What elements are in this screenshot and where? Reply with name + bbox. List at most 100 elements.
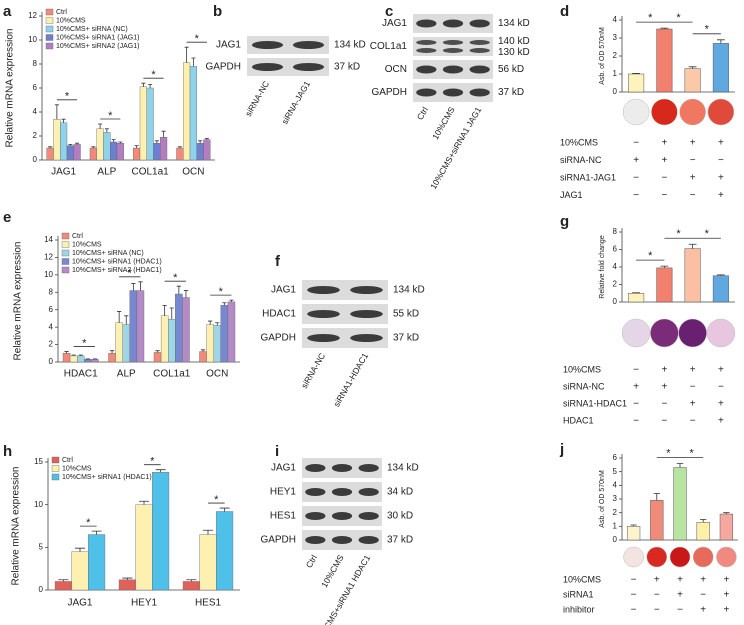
lane-label: Ctrl [415,105,430,122]
bar [69,355,78,363]
y-tick-label: 5 [39,542,44,551]
error-bar [203,529,213,535]
significance-label: * [219,286,224,298]
error-bar [688,243,697,249]
condition-sign: + [700,575,706,586]
condition-sign: + [700,605,706,616]
blot-band [442,48,464,53]
size-label: 55 kD [393,309,419,320]
y-tick-label: 4 [613,480,618,489]
condition-sign: + [661,365,667,376]
y-axis-label: Asb. of OD 570nM [599,27,606,85]
lane-label: Ctrl [304,553,319,570]
bar [182,581,200,591]
condition-sign: − [690,382,696,393]
bar [684,68,701,93]
bar [108,353,116,363]
y-tick-label: 1 [613,69,618,78]
bar [133,147,141,161]
blot-band [469,48,490,53]
blot-band [331,464,353,472]
error-bar [109,350,115,354]
y-axis-label: Relative mRNA expression [11,467,22,586]
significance-label: * [128,268,133,280]
lane-label: siRNA1-HDAC1 [331,351,370,409]
y-tick-label: 6 [49,305,54,314]
condition-sign: − [654,605,660,616]
bar [73,144,81,161]
error-bar [91,530,102,535]
y-tick-label: 1 [613,521,618,530]
error-bar [141,82,146,87]
significance-label: * [705,228,710,240]
size-label: 56 kD [498,64,524,75]
condition-sign: + [723,590,729,601]
x-tick-label: JAG1 [67,598,92,609]
condition-sign: − [661,399,667,410]
error-bar [632,73,641,74]
blot-strip [247,58,329,76]
error-bar [198,140,203,144]
stain-well [646,546,668,568]
legend-swatch [51,456,60,464]
bar [115,322,123,363]
condition-sign: − [633,138,639,149]
error-bar [208,320,213,325]
panel-letter: c [385,3,393,20]
condition-sign: − [718,155,724,166]
significance-label: * [65,91,70,103]
blot-band [469,40,490,45]
x-tick-label: OCN [206,369,228,380]
y-tick-label: 0 [613,535,618,544]
protein-label: GAPDH [205,62,241,73]
bar [118,579,136,591]
blot-band [469,65,490,74]
bar [46,147,54,161]
bar [199,534,217,591]
y-tick-label: 6 [613,453,618,462]
blot-band [307,286,340,294]
significance-label: * [676,12,681,24]
blot-band [350,310,383,318]
significance-label: * [648,12,653,24]
blot-band [331,536,353,544]
lane-label: 10%CMS+siRNA1 JAG1 [428,105,483,191]
condition-sign: + [723,575,729,586]
blot-band [358,488,379,496]
legend-swatch [51,473,60,481]
error-bar [200,349,206,352]
stain-well [678,318,707,348]
y-axis-label: Asb. of OD 570nM [599,470,606,528]
condition-sign: − [631,575,637,586]
legend-swatch [45,34,54,41]
protein-label: GAPDH [371,87,407,98]
bar [628,73,645,93]
error-bar [75,547,85,552]
blot-strip [247,36,329,54]
blot-strip [413,37,493,56]
size-label: 37 kD [498,87,524,98]
lane-label: siRNA-NC [299,351,327,390]
legend-swatch [61,232,70,240]
blot-band [442,19,464,28]
error-bar [660,265,669,268]
blot-band [292,41,325,49]
error-bar [104,128,109,133]
error-bar [139,500,149,505]
bar [129,290,138,363]
error-bar [61,118,66,123]
condition-sign: − [700,590,706,601]
error-bar [75,142,80,145]
condition-sign: − [690,190,696,201]
stain-well [650,318,679,348]
significance-label: * [214,494,219,506]
y-tick-label: 0 [613,297,618,306]
bar [182,297,190,363]
legend-label: 10%CMS [56,17,86,24]
panel-letter: g [560,213,569,230]
condition-sign: − [677,605,683,616]
error-bar [161,130,166,138]
x-tick-label: HEY1 [131,598,158,609]
bar [110,141,118,161]
x-tick-label: HES1 [195,598,222,609]
